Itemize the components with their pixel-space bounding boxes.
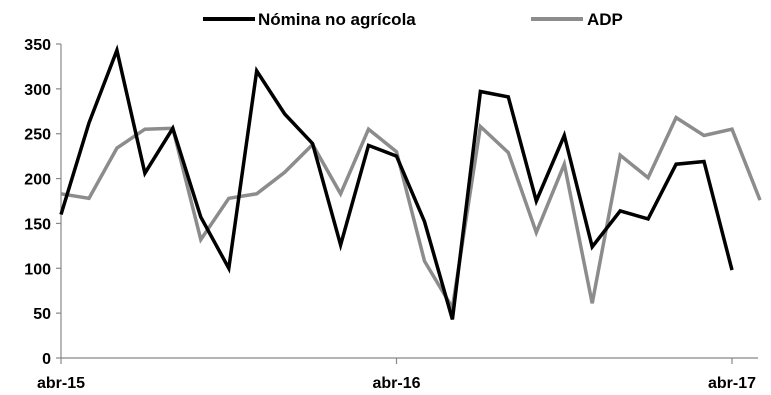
series-line-adp <box>60 115 762 313</box>
series-layer <box>59 44 762 320</box>
y-tick-label: 300 <box>24 82 51 99</box>
y-tick-label: 250 <box>24 127 51 144</box>
y-ticks: 0 50 100 150 200 250 300 350 <box>24 37 61 368</box>
legend-label-nomina: Nómina no agrícola <box>258 10 416 29</box>
x-tick-label: abr-15 <box>37 375 85 392</box>
x-ticks: abr-15 abr-16 abr-17 <box>37 358 756 392</box>
y-tick-label: 50 <box>33 306 51 323</box>
legend-label-adp: ADP <box>587 10 623 29</box>
y-tick-label: 150 <box>24 216 51 233</box>
series-line-nomina <box>59 44 734 320</box>
y-tick-label: 350 <box>24 37 51 54</box>
x-tick-label: abr-16 <box>372 375 420 392</box>
x-tick-label: abr-17 <box>708 375 756 392</box>
y-tick-label: 200 <box>24 172 51 189</box>
y-tick-label: 0 <box>42 351 51 368</box>
legend: Nómina no agrícola ADP <box>203 10 623 29</box>
y-tick-label: 100 <box>24 261 51 278</box>
